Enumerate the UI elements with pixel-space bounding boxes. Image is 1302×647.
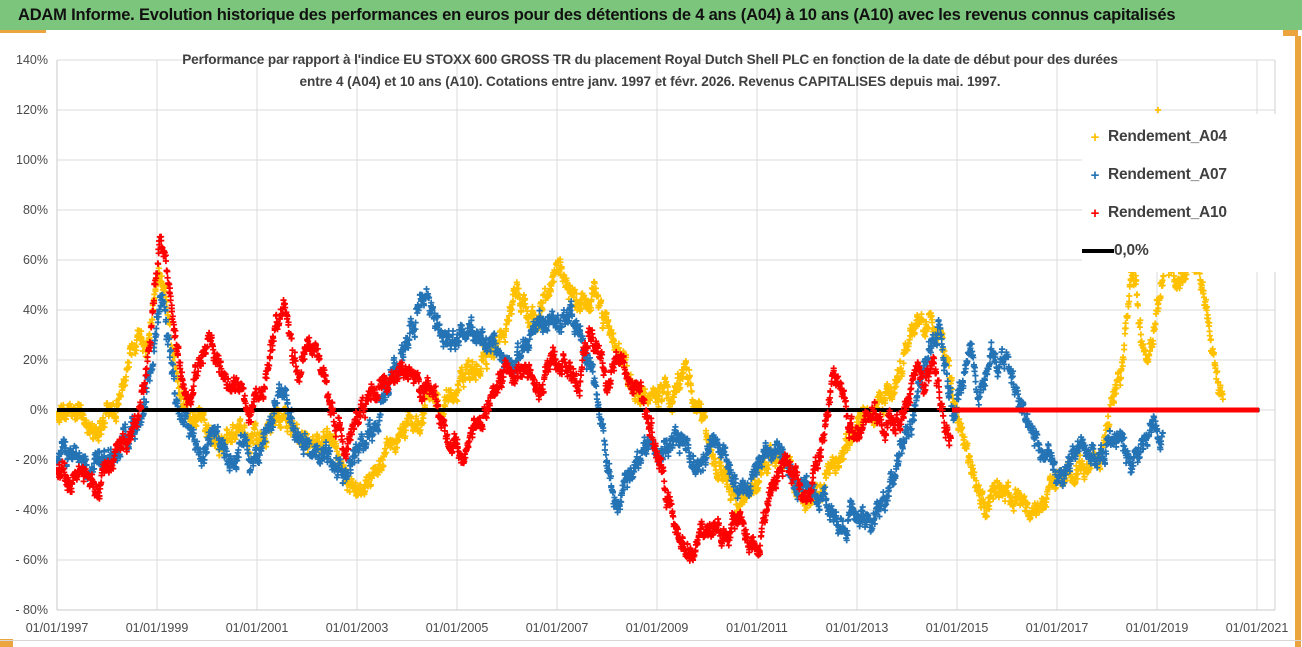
y-tick-label: 120% xyxy=(16,103,48,117)
y-tick-label: 140% xyxy=(16,53,48,67)
window-bottom-divider xyxy=(0,640,1302,641)
chart-legend: + Rendement_A04 + Rendement_A07 + Rendement_A… xyxy=(1082,114,1278,272)
gold-bottom-left-accent xyxy=(0,639,13,647)
x-tick-label: 01/01/2007 xyxy=(525,621,589,635)
legend-item-rendement-a07[interactable]: + Rendement_A07 xyxy=(1082,156,1278,194)
x-tick-label: 01/01/2021 xyxy=(1225,621,1289,635)
plus-marker-icon: + xyxy=(1090,204,1100,222)
y-tick-label: 80% xyxy=(22,203,48,217)
report-banner: ADAM Informe. Evolution historique des p… xyxy=(0,0,1302,30)
zero-line-swatch xyxy=(1082,249,1114,253)
plus-marker-icon: + xyxy=(1090,166,1100,184)
chart-title-line2: entre 4 (A04) et 10 ans (A10). Cotations… xyxy=(299,74,1001,89)
gold-corner-accent xyxy=(1283,30,1298,36)
legend-label: 0,0% xyxy=(1114,242,1149,259)
chart-title: Performance par rapport à l'indice EU ST… xyxy=(120,49,1180,93)
x-tick-label: 01/01/2013 xyxy=(825,621,889,635)
y-tick-label: 20% xyxy=(22,353,48,367)
plus-marker-icon: + xyxy=(1090,128,1100,146)
gold-underline-accent xyxy=(0,30,46,33)
y-tick-label: 40% xyxy=(22,303,48,317)
y-tick-label: - 40% xyxy=(15,503,48,517)
scatter-series-Rendement_A10 xyxy=(56,233,954,564)
y-tick-label: 0% xyxy=(29,403,48,417)
legend-item-zero-line[interactable]: 0,0% xyxy=(1082,232,1278,270)
x-tick-label: 01/01/1999 xyxy=(125,621,189,635)
gold-right-border xyxy=(1295,36,1301,647)
y-tick-label: - 60% xyxy=(15,553,48,567)
x-tick-label: 01/01/2005 xyxy=(425,621,489,635)
y-tick-label: 100% xyxy=(16,153,48,167)
x-tick-label: 01/01/1997 xyxy=(25,621,89,635)
x-tick-label: 01/01/2001 xyxy=(225,621,289,635)
y-tick-label: - 80% xyxy=(15,603,48,617)
y-tick-label: 60% xyxy=(22,253,48,267)
x-tick-label: 01/01/2015 xyxy=(925,621,989,635)
outlier-point xyxy=(1154,106,1162,114)
report-banner-title: ADAM Informe. Evolution historique des p… xyxy=(18,5,1176,24)
x-tick-label: 01/01/2011 xyxy=(726,621,788,635)
legend-label: Rendement_A10 xyxy=(1108,204,1227,221)
legend-item-rendement-a10[interactable]: + Rendement_A10 xyxy=(1082,194,1278,232)
chart-title-line1: Performance par rapport à l'indice EU ST… xyxy=(182,52,1118,67)
x-tick-label: 01/01/2019 xyxy=(1125,621,1189,635)
legend-label: Rendement_A04 xyxy=(1108,128,1227,145)
x-tick-label: 01/01/2009 xyxy=(625,621,689,635)
y-tick-label: - 20% xyxy=(15,453,48,467)
x-tick-label: 01/01/2017 xyxy=(1025,621,1089,635)
legend-item-rendement-a04[interactable]: + Rendement_A04 xyxy=(1082,118,1278,156)
legend-label: Rendement_A07 xyxy=(1108,166,1227,183)
x-tick-label: 01/01/2003 xyxy=(325,621,389,635)
